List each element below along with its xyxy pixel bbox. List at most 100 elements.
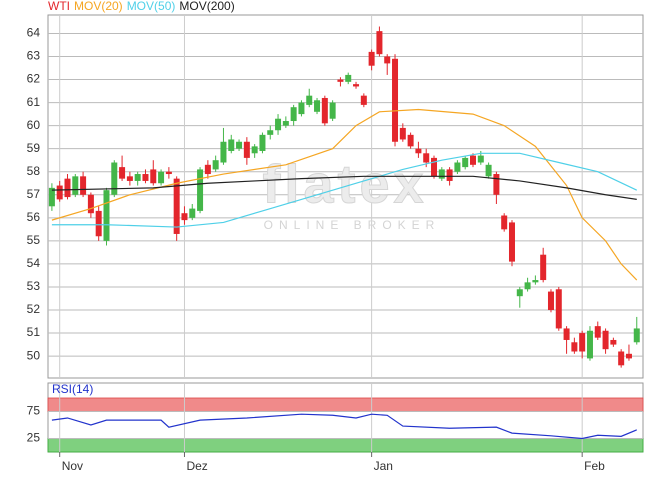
candle-body xyxy=(485,164,492,177)
x-tick-label: Jan xyxy=(374,459,393,473)
legend-entry: MOV(200) xyxy=(179,0,234,13)
candle-body xyxy=(181,213,188,221)
candle-body xyxy=(337,79,344,82)
candle-body xyxy=(407,134,414,147)
candle-body xyxy=(103,190,110,241)
candle-body xyxy=(547,291,554,311)
y-tick-label: 55 xyxy=(27,233,41,247)
y-tick-label: 63 xyxy=(27,49,41,63)
x-tick-label: Feb xyxy=(584,459,605,473)
candle-body xyxy=(540,254,547,281)
legend-entry: MOV(50) xyxy=(127,0,176,13)
candle-body xyxy=(602,330,609,350)
y-tick-label: 58 xyxy=(27,164,41,178)
overbought-band xyxy=(47,397,644,412)
candle-body xyxy=(532,280,539,283)
candle-body xyxy=(212,160,219,170)
candle-body xyxy=(462,157,469,168)
candle-body xyxy=(251,146,258,154)
y-tick-label: 50 xyxy=(27,348,41,362)
candle-body xyxy=(228,139,235,151)
candle-body xyxy=(314,100,321,112)
candle-body xyxy=(555,289,562,329)
y-tick-label: 25 xyxy=(27,431,41,445)
candle-body xyxy=(150,169,157,184)
line-series xyxy=(51,152,638,228)
candle-body xyxy=(321,97,328,124)
candle-body xyxy=(48,187,55,207)
y-tick-label: 56 xyxy=(27,210,41,224)
y-tick-label: 57 xyxy=(27,187,41,201)
candle-body xyxy=(204,164,211,175)
watermark-tagline: ONLINE BROKER xyxy=(264,218,441,232)
candle-body xyxy=(454,162,461,172)
candle-body xyxy=(267,130,274,135)
candle-body xyxy=(353,84,360,87)
watermark-brand: flatex xyxy=(262,154,427,214)
y-tick-label: 53 xyxy=(27,279,41,293)
candle-body xyxy=(275,118,282,131)
candle-body xyxy=(95,210,102,237)
y-tick-label: 61 xyxy=(27,95,41,109)
line-series xyxy=(51,108,638,281)
candle-body xyxy=(282,121,289,126)
candle-body xyxy=(64,178,71,198)
candle-body xyxy=(594,326,601,338)
candle-body xyxy=(126,176,133,181)
y-tick-label: 64 xyxy=(27,26,41,40)
candle-body xyxy=(72,176,79,195)
candle-body xyxy=(197,169,204,211)
candle-body xyxy=(563,328,570,340)
candle-body xyxy=(625,353,632,359)
candle-body xyxy=(431,157,438,177)
y-tick-label: 51 xyxy=(27,325,41,339)
x-tick-label: Dez xyxy=(186,459,207,473)
legend-entry: WTI xyxy=(48,0,70,13)
candle-body xyxy=(368,51,375,66)
candle-body xyxy=(236,141,243,149)
candle-body xyxy=(470,155,476,165)
rsi-title: RSI(14) xyxy=(52,382,93,396)
candle-body xyxy=(399,127,406,140)
legend-entry: MOV(20) xyxy=(74,0,123,13)
candle-body xyxy=(501,215,508,230)
x-tick-label: Nov xyxy=(62,459,83,473)
candle-body xyxy=(259,134,266,151)
candle-body xyxy=(477,155,484,163)
candle-body xyxy=(80,176,87,195)
candle-body xyxy=(610,339,617,345)
candle-body xyxy=(438,169,445,179)
candle-body xyxy=(173,178,180,234)
oversold-band xyxy=(47,438,644,453)
candle-body xyxy=(618,351,625,366)
candle-body xyxy=(579,333,586,352)
y-tick-label: 62 xyxy=(27,72,41,86)
y-tick-label: 75 xyxy=(27,404,41,418)
line-series xyxy=(51,175,637,200)
candle-body xyxy=(508,222,515,262)
candle-body xyxy=(290,107,297,122)
candle-body xyxy=(516,289,523,297)
candle-body xyxy=(376,31,383,55)
candle-body xyxy=(446,169,453,181)
candle-body xyxy=(111,162,118,195)
candle-body xyxy=(384,56,391,64)
candle-body xyxy=(306,95,313,105)
candle-body xyxy=(165,171,172,175)
candle-body xyxy=(158,171,165,184)
y-tick-label: 60 xyxy=(27,118,41,132)
candle-body xyxy=(56,185,63,200)
y-tick-label: 59 xyxy=(27,141,41,155)
candle-body xyxy=(360,95,367,105)
candle-body xyxy=(119,167,126,179)
candle-body xyxy=(134,174,141,181)
candle-body xyxy=(87,194,94,214)
candle-body xyxy=(571,342,578,352)
candle-body xyxy=(329,102,336,119)
y-tick-label: 52 xyxy=(27,302,41,316)
candle-body xyxy=(243,141,250,158)
candle-body xyxy=(392,58,399,142)
candle-body xyxy=(524,282,531,290)
